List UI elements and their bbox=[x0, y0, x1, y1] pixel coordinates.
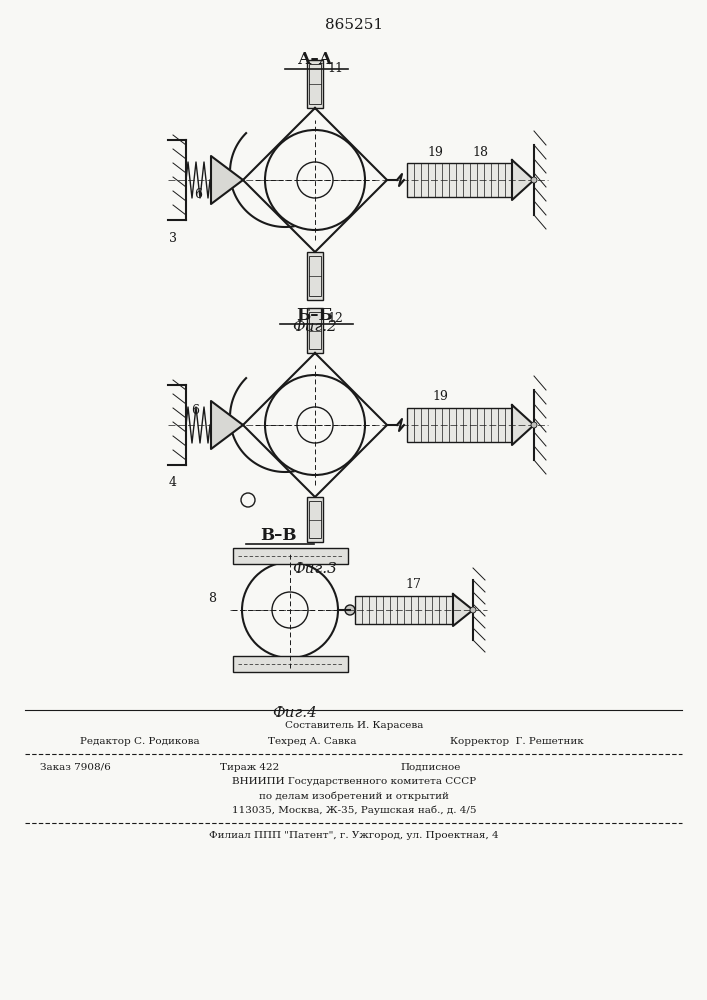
Text: 17: 17 bbox=[405, 578, 421, 590]
Bar bbox=[307, 308, 323, 353]
Text: 6: 6 bbox=[194, 188, 202, 202]
Bar bbox=[307, 60, 323, 108]
Text: Фиг.2: Фиг.2 bbox=[293, 320, 337, 334]
Text: 6: 6 bbox=[191, 403, 199, 416]
Text: Подписное: Подписное bbox=[400, 762, 460, 772]
Text: Тираж 422: Тираж 422 bbox=[220, 762, 279, 772]
Text: 8: 8 bbox=[208, 591, 216, 604]
Circle shape bbox=[345, 605, 355, 615]
Polygon shape bbox=[453, 594, 473, 626]
Text: 12: 12 bbox=[327, 312, 343, 324]
Bar bbox=[307, 497, 323, 542]
Text: Заказ 7908/6: Заказ 7908/6 bbox=[40, 762, 111, 772]
Text: Филиал ППП "Патент", г. Ужгород, ул. Проектная, 4: Филиал ППП "Патент", г. Ужгород, ул. Про… bbox=[209, 832, 499, 840]
Text: 865251: 865251 bbox=[325, 18, 383, 32]
Bar bbox=[407, 163, 512, 197]
Text: 11: 11 bbox=[327, 62, 343, 75]
Polygon shape bbox=[211, 156, 243, 204]
Text: Фиг.3: Фиг.3 bbox=[293, 562, 337, 576]
Text: Редактор С. Родикова: Редактор С. Родикова bbox=[80, 738, 199, 746]
Text: Техред А. Савка: Техред А. Савка bbox=[268, 738, 356, 746]
Text: Фиг.4: Фиг.4 bbox=[273, 706, 317, 720]
Text: ВНИИПИ Государственного комитета СССР: ВНИИПИ Государственного комитета СССР bbox=[232, 778, 476, 786]
Text: 3: 3 bbox=[169, 232, 177, 244]
Circle shape bbox=[531, 177, 537, 183]
Text: 19: 19 bbox=[432, 390, 448, 403]
Bar bbox=[355, 596, 453, 624]
Bar bbox=[309, 501, 321, 538]
Bar bbox=[233, 656, 348, 672]
Text: по делам изобретений и открытий: по делам изобретений и открытий bbox=[259, 791, 449, 801]
Text: 19: 19 bbox=[427, 145, 443, 158]
Bar bbox=[309, 64, 321, 104]
Text: Составитель И. Карасева: Составитель И. Карасева bbox=[285, 722, 423, 730]
Circle shape bbox=[531, 422, 537, 428]
Circle shape bbox=[470, 607, 476, 613]
Bar bbox=[307, 252, 323, 300]
Text: Корректор  Г. Решетник: Корректор Г. Решетник bbox=[450, 738, 584, 746]
Bar bbox=[407, 408, 512, 442]
Text: 4: 4 bbox=[169, 477, 177, 489]
Polygon shape bbox=[512, 160, 534, 200]
Bar bbox=[233, 548, 348, 564]
Text: В–В: В–В bbox=[259, 526, 296, 544]
Polygon shape bbox=[512, 405, 534, 445]
Bar bbox=[309, 256, 321, 296]
Polygon shape bbox=[211, 401, 243, 449]
Text: 113035, Москва, Ж-35, Раушская наб., д. 4/5: 113035, Москва, Ж-35, Раушская наб., д. … bbox=[232, 805, 477, 815]
Text: А–А: А–А bbox=[298, 51, 332, 68]
Text: Б–Б: Б–Б bbox=[297, 306, 334, 324]
Bar bbox=[309, 312, 321, 349]
Text: 18: 18 bbox=[472, 145, 488, 158]
